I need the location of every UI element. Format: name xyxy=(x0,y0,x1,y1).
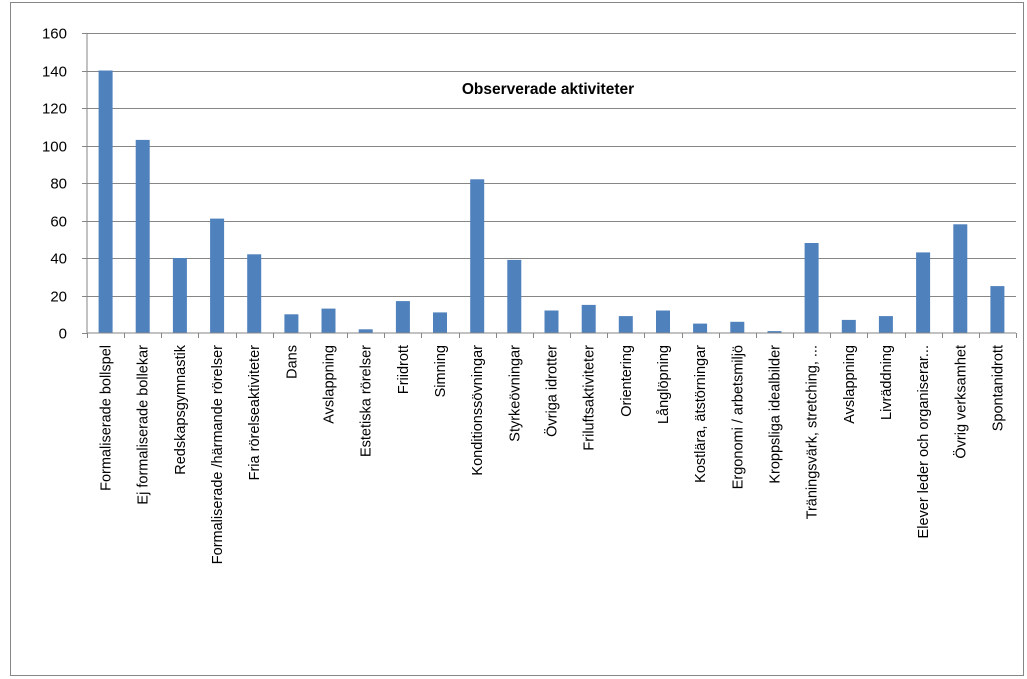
bar xyxy=(618,316,633,333)
x-category-label: Dans xyxy=(284,345,300,379)
x-category-label: Avslappning xyxy=(842,345,858,424)
x-category-label: Övrig verksamhet xyxy=(951,345,969,459)
y-tick-label: 160 xyxy=(42,26,67,43)
bar xyxy=(953,224,968,334)
x-category-label: Avslappning xyxy=(322,345,338,424)
y-tick-label: 120 xyxy=(42,101,67,118)
bar xyxy=(767,331,782,333)
bar xyxy=(433,312,447,333)
y-tick-label: 0 xyxy=(59,326,67,343)
y-tick-label: 140 xyxy=(42,64,67,81)
bar xyxy=(358,329,373,334)
x-category-label: Övriga idrotter xyxy=(543,345,561,437)
x-category-label: Träningsvärk, stretching, ... xyxy=(805,345,821,519)
y-tick-label: 20 xyxy=(50,289,67,306)
x-tick-labels: Formaliserade bollspel Ej formaliserade b… xyxy=(87,333,1017,564)
y-tick-label: 40 xyxy=(50,251,67,268)
x-category-label: Formaliserade /härmande rörelser xyxy=(210,345,226,564)
y-tick-labels: 0 20 40 60 80 100 120 140 160 xyxy=(42,26,87,343)
bar xyxy=(135,139,150,333)
x-category-label: Spontanidrott xyxy=(990,345,1006,431)
bar xyxy=(656,310,670,333)
chart-title: Observerade aktiviteter xyxy=(462,81,634,98)
bar xyxy=(804,243,819,333)
bars xyxy=(98,70,1005,334)
bar xyxy=(172,258,187,333)
bar xyxy=(98,70,113,333)
x-category-label: Livräddning xyxy=(879,345,895,420)
bar xyxy=(916,252,931,333)
bar xyxy=(284,314,299,334)
x-category-label: Formaliserade bollspel xyxy=(99,345,115,491)
bar xyxy=(210,218,225,333)
x-category-label: Ej formaliserade bollekar xyxy=(136,345,152,505)
x-category-label: Estetiska rörelser xyxy=(359,345,375,457)
bar xyxy=(544,310,559,333)
y-tick-label: 60 xyxy=(50,214,67,231)
x-category-label: Friidrott xyxy=(396,345,412,394)
bar xyxy=(693,323,708,333)
bar xyxy=(878,316,893,333)
x-category-label: Friluftsaktiviteter xyxy=(582,345,598,451)
chart-frame xyxy=(10,2,1024,676)
bar xyxy=(841,319,856,333)
y-tick-label: 100 xyxy=(42,139,67,156)
x-category-label: Fria rörelseaktiviteter xyxy=(247,345,263,481)
gridlines xyxy=(87,33,1016,297)
y-tick-label: 80 xyxy=(50,176,67,193)
x-category-label: Orientering xyxy=(619,345,635,417)
x-category-label: Elever leder och organiserar... xyxy=(916,345,932,538)
x-category-label: Kroppsliga idealbilder xyxy=(768,345,784,484)
x-category-label: Styrkeövningar xyxy=(507,345,523,442)
x-category-label: Redskapsgymnastik xyxy=(173,344,189,474)
bar xyxy=(730,321,745,334)
bar xyxy=(395,301,410,333)
x-category-label: Ergonomi / arbetsmiljö xyxy=(730,345,746,489)
bar xyxy=(507,259,522,333)
bar xyxy=(581,304,596,333)
bar xyxy=(247,254,262,334)
bar xyxy=(321,308,336,333)
bar xyxy=(990,286,1005,333)
x-category-label: Konditionssövningar xyxy=(470,345,486,476)
x-category-label: Kostlära, ätstörningar xyxy=(693,345,709,483)
x-category-label: Långlöpning xyxy=(656,345,672,424)
bar xyxy=(470,179,485,334)
x-category-label: Simning xyxy=(433,345,449,397)
